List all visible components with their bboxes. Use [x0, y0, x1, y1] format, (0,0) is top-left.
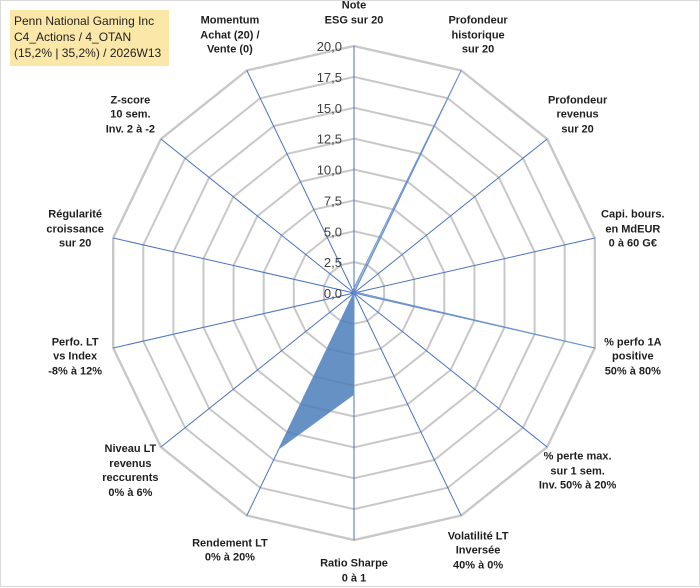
tick-label: 17,5 — [317, 70, 342, 85]
radar-series — [279, 293, 354, 449]
axis-label: % perte max. sur 1 sem. Inv. 50% à 20% — [539, 450, 616, 494]
axis-label: Note ESG sur 20 — [325, 0, 384, 28]
axis-label: Rendement LT 0% à 20% — [192, 536, 268, 565]
tick-label: 5,0 — [324, 224, 342, 239]
title-line-2: C4_Actions / 4_OTAN — [14, 29, 165, 45]
axis-label: % perfo 1A positive 50% à 80% — [604, 335, 661, 379]
axis-label: Profondeur historique sur 20 — [448, 14, 507, 58]
tick-label: 12,5 — [317, 132, 342, 147]
radial-tick-labels: 0,0 2,5 5,0 7,5 10,0 12,5 15,0 17,5 20,0 — [317, 39, 342, 301]
tick-label: 0,0 — [324, 286, 342, 301]
axis-spoke — [354, 293, 461, 516]
tick-label: 15,0 — [317, 101, 342, 116]
axis-label: Perfo. LT vs Index -8% à 12% — [48, 335, 102, 379]
axis-label: Z-score 10 sem. Inv. 2 à -2 — [106, 93, 155, 137]
tick-label: 7,5 — [324, 193, 342, 208]
axis-label: Profondeur revenus sur 20 — [548, 93, 607, 137]
axis-label: Momentum Achat (20) / Vente (0) — [200, 14, 259, 58]
title-line-3: (15,2% | 35,2%) / 2026W13 — [14, 45, 165, 61]
tick-label: 10,0 — [317, 163, 342, 178]
tick-label: 20,0 — [317, 39, 342, 54]
title-line-1: Penn National Gaming Inc — [14, 13, 165, 29]
tick-label: 2,5 — [324, 255, 342, 270]
series-area — [279, 293, 354, 449]
axis-label: Ratio Sharpe 0 à 1 — [320, 557, 388, 586]
axis-label: Volatilité LT Inversée 40% à 0% — [448, 529, 509, 573]
chart-title: Penn National Gaming Inc C4_Actions / 4_… — [10, 10, 169, 66]
axis-label: Régularité croissance sur 20 — [46, 208, 103, 252]
highlight-spoke — [353, 70, 461, 293]
axis-label: Niveau LT revenus reccurents 0% à 6% — [102, 442, 158, 500]
axis-label: Capi. bours. en MdEUR 0 à 60 G€ — [601, 208, 665, 252]
